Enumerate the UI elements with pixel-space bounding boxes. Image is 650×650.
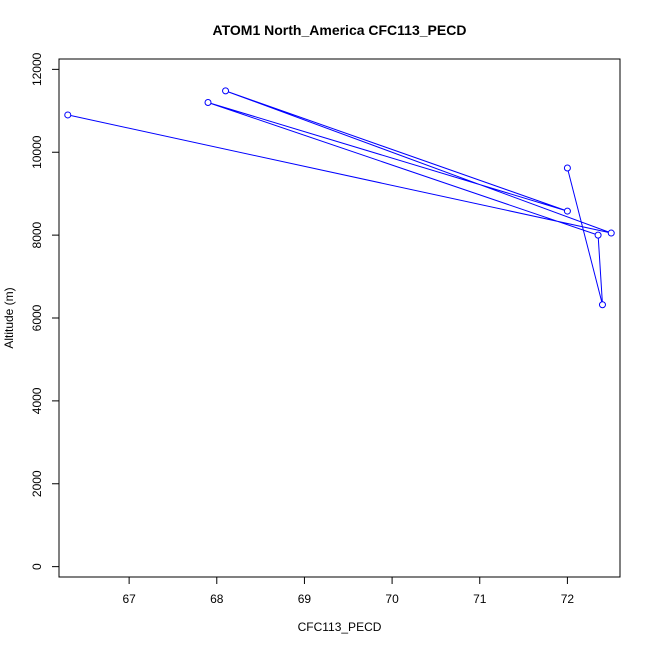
plot-frame bbox=[58, 58, 621, 578]
x-axis-label: CFC113_PECD bbox=[298, 620, 382, 634]
y-axis: 0 2000 4000 6000 8000 10000 12000 bbox=[30, 52, 60, 570]
x-tick-label: 68 bbox=[210, 592, 224, 606]
x-tick-label: 71 bbox=[473, 592, 487, 606]
x-tick-label: 72 bbox=[561, 592, 575, 606]
data-point bbox=[563, 207, 571, 215]
data-point bbox=[594, 231, 602, 239]
y-axis-label: Altitude (m) bbox=[2, 287, 16, 348]
series-line bbox=[67, 90, 612, 305]
data-point bbox=[204, 99, 212, 107]
data-point bbox=[64, 111, 72, 119]
y-tick-label: 12000 bbox=[30, 52, 44, 86]
x-tick-label: 67 bbox=[122, 592, 136, 606]
series-layer bbox=[64, 87, 615, 309]
y-tick-label: 6000 bbox=[30, 304, 44, 331]
data-point bbox=[563, 164, 571, 172]
x-tick-label: 69 bbox=[298, 592, 312, 606]
data-point bbox=[607, 229, 615, 237]
data-point bbox=[598, 301, 606, 309]
chart-title: ATOM1 North_America CFC113_PECD bbox=[213, 22, 467, 38]
y-tick-label: 2000 bbox=[30, 470, 44, 497]
y-tick-label: 4000 bbox=[30, 387, 44, 414]
x-axis: 67 68 69 70 71 72 bbox=[122, 576, 575, 606]
data-point bbox=[222, 87, 230, 95]
y-tick-label: 10000 bbox=[30, 135, 44, 169]
y-tick-label: 0 bbox=[30, 563, 44, 570]
x-tick-label: 70 bbox=[385, 592, 399, 606]
y-tick-label: 8000 bbox=[30, 221, 44, 248]
